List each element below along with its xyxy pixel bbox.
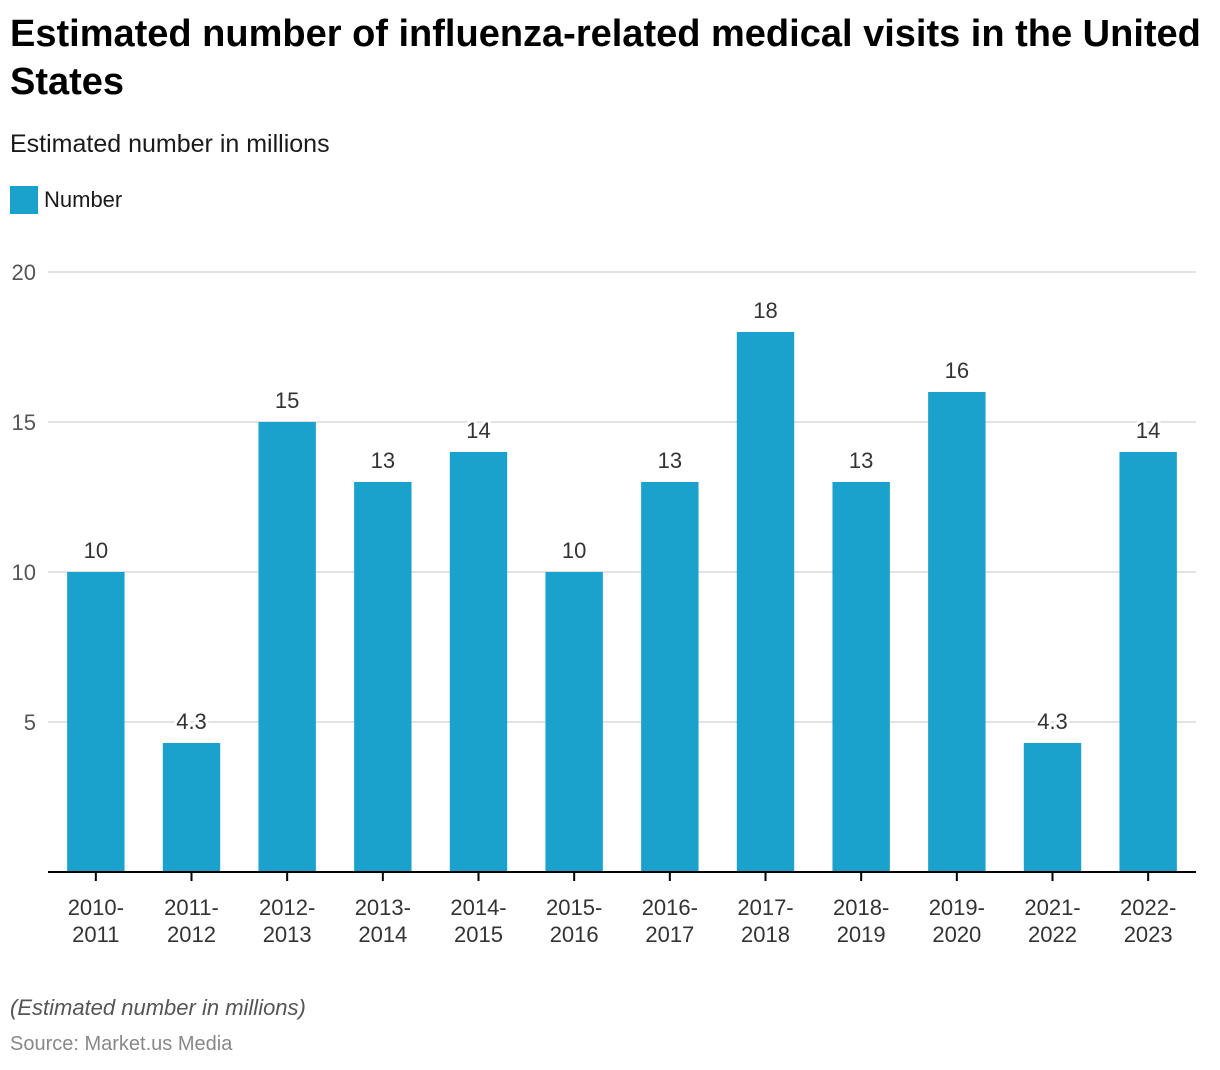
bar	[258, 422, 316, 872]
bar	[67, 572, 125, 872]
x-tick-label-line: 2014	[358, 922, 407, 947]
data-label: 4.3	[1037, 709, 1068, 734]
x-tick-label-line: 2020	[932, 922, 981, 947]
bar	[928, 392, 986, 872]
x-tick-label-line: 2019-	[929, 895, 985, 920]
x-tick-label-line: 2015	[454, 922, 503, 947]
data-label: 10	[84, 538, 108, 563]
bar	[354, 482, 412, 872]
data-label: 16	[945, 358, 969, 383]
y-tick-label: 20	[12, 260, 36, 285]
x-tick-label-line: 2011	[72, 922, 119, 947]
x-tick-label-line: 2022	[1028, 922, 1077, 947]
x-tick-label-line: 2019	[837, 922, 886, 947]
bar	[545, 572, 603, 872]
data-label: 4.3	[176, 709, 207, 734]
x-axis: 2010-20112011-20122012-20132013-20142014…	[48, 871, 1196, 947]
bar	[1119, 452, 1177, 872]
x-tick-label: 2016-2017	[642, 895, 698, 947]
x-tick-label: 2018-2019	[833, 895, 889, 947]
x-tick-label: 2015-2016	[546, 895, 602, 947]
legend-label: Number	[44, 187, 123, 212]
chart-note: (Estimated number in millions)	[10, 995, 306, 1020]
bar	[641, 482, 699, 872]
x-tick-label-line: 2018-	[833, 895, 889, 920]
x-tick-label: 2010-2011	[68, 895, 124, 947]
x-tick-label-line: 2023	[1124, 922, 1173, 947]
data-labels: 10 4.3 15 13 14 10 13 18 13 16 4.3 14	[81, 295, 1164, 737]
chart-subtitle: Estimated number in millions	[10, 130, 330, 158]
bar	[832, 482, 890, 872]
x-tick-label-line: 2012-	[259, 895, 315, 920]
y-axis-ticks: 5 10 15 20	[12, 260, 36, 735]
x-tick-label-line: 2015-	[546, 895, 602, 920]
x-tick-label-line: 2017-	[737, 895, 793, 920]
x-tick-label-line: 2010-	[68, 895, 124, 920]
x-tick-label-line: 2013-	[355, 895, 411, 920]
bar	[449, 452, 508, 872]
bars	[67, 332, 1177, 872]
data-label: 13	[849, 448, 873, 473]
chart-title: Estimated number of influenza-related me…	[10, 13, 1201, 103]
x-tick-label: 2021-2022	[1024, 895, 1080, 947]
x-tick-label-line: 2016-	[642, 895, 698, 920]
x-tick-label: 2019-2020	[929, 895, 985, 947]
bar	[1023, 743, 1082, 872]
y-tick-label: 15	[12, 410, 36, 435]
data-label: 13	[371, 448, 395, 473]
x-tick-label-line: 2017	[645, 922, 694, 947]
x-tick-label: 2012-2013	[259, 895, 315, 947]
x-tick-label: 2013-2014	[355, 895, 411, 947]
x-tick-label-line: 2021-	[1024, 895, 1080, 920]
chart-source: Source: Market.us Media	[10, 1033, 233, 1055]
x-tick-label: 2014-2015	[450, 895, 506, 947]
legend: Number	[10, 186, 122, 214]
x-tick-label-line: 2022-	[1120, 895, 1176, 920]
y-tick-label: 5	[24, 710, 36, 735]
legend-swatch	[10, 186, 38, 214]
data-label: 18	[753, 298, 777, 323]
x-tick-label-line: 2016	[550, 922, 599, 947]
x-tick-label-line: 2018	[741, 922, 790, 947]
y-tick-label: 10	[12, 560, 36, 585]
bar	[736, 332, 795, 872]
x-tick-label-line: 2011-	[164, 895, 219, 920]
x-tick-label-line: 2014-	[450, 895, 506, 920]
data-label: 14	[1136, 418, 1160, 443]
data-label: 13	[658, 448, 682, 473]
data-label: 15	[275, 388, 299, 413]
x-tick-label: 2022-2023	[1120, 895, 1176, 947]
data-label: 10	[562, 538, 586, 563]
x-tick-label: 2011-2012	[164, 895, 219, 947]
x-tick-label-line: 2012	[167, 922, 216, 947]
gridlines	[48, 271, 1196, 723]
data-label: 14	[466, 418, 490, 443]
bar	[162, 743, 221, 872]
x-tick-label: 2017-2018	[737, 895, 793, 947]
x-tick-label-line: 2013	[263, 922, 312, 947]
